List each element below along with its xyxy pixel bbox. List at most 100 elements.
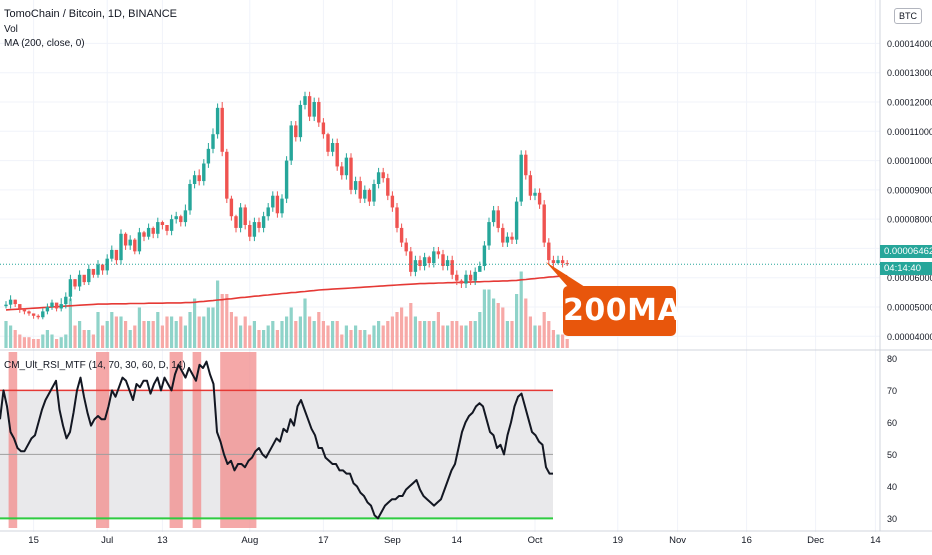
volume-bar <box>151 321 155 348</box>
candle-body <box>174 216 178 220</box>
volume-bar <box>459 325 463 348</box>
volume-bar <box>73 325 77 348</box>
candle-body <box>390 195 395 208</box>
candle-body <box>372 184 376 202</box>
candle-body <box>547 242 551 261</box>
candle-body <box>464 274 468 284</box>
candle-body <box>96 264 100 275</box>
candle-body <box>312 102 316 117</box>
volume-bar <box>400 307 404 348</box>
candle-body <box>294 125 298 138</box>
candle-body <box>59 304 63 309</box>
candle-body <box>459 280 464 284</box>
volume-bar <box>225 294 229 348</box>
volume-bar <box>317 312 321 348</box>
volume-bar <box>248 325 252 348</box>
volume-legend[interactable]: Vol <box>4 24 18 35</box>
volume-bar <box>303 298 307 348</box>
candle-body <box>31 313 36 316</box>
volume-bar <box>478 312 482 348</box>
candle-body <box>551 260 556 264</box>
volume-bar <box>344 325 348 348</box>
volume-bar <box>551 330 555 348</box>
volume-bar <box>358 330 362 348</box>
volume-bar <box>547 321 551 348</box>
volume-bar <box>565 339 569 348</box>
candle-body <box>248 225 252 237</box>
candle-body <box>413 260 418 272</box>
candle-body <box>252 222 257 237</box>
volume-bar <box>367 334 371 348</box>
candle-body <box>215 107 220 135</box>
volume-bar <box>363 330 367 348</box>
candle-body <box>18 304 22 309</box>
candle-body <box>514 201 519 240</box>
candle-body <box>50 302 54 307</box>
candle-body <box>358 181 362 199</box>
volume-bar <box>174 321 178 348</box>
candle-body <box>349 157 353 190</box>
candle-body <box>344 157 349 176</box>
candle-body <box>169 219 174 231</box>
candle-body <box>468 274 473 281</box>
candle-body <box>432 251 436 264</box>
volume-bar <box>193 298 197 348</box>
candle-body <box>64 296 68 305</box>
candle-body <box>73 279 77 287</box>
callout-pointer <box>546 262 585 287</box>
candle-body <box>298 104 303 138</box>
candle-body <box>202 163 206 182</box>
rsi-axis-label: 70 <box>887 386 897 396</box>
volume-bar <box>515 294 519 348</box>
price-axis-label: 0.00004000 <box>887 332 932 342</box>
volume-bar <box>170 316 174 348</box>
volume-bar <box>82 330 86 348</box>
volume-bar <box>64 334 68 348</box>
ma-legend[interactable]: MA (200, close, 0) <box>4 38 85 49</box>
volume-bar <box>487 289 491 348</box>
rsi-legend[interactable]: CM_Ult_RSI_MTF (14, 70, 30, 60, D, 14) <box>4 360 186 371</box>
candle-body <box>114 249 119 261</box>
candle-body <box>496 210 500 228</box>
date-axis-label: 13 <box>157 535 168 546</box>
candle-body <box>381 172 385 179</box>
price-axis-label: 0.00006000 <box>887 273 932 283</box>
candle-body <box>27 311 31 314</box>
volume-bar <box>275 330 279 348</box>
date-axis-label: Jul <box>101 535 113 546</box>
volume-bar <box>349 330 353 348</box>
volume-bar <box>473 321 477 348</box>
volume-bar <box>482 289 486 348</box>
volume-bar <box>239 325 243 348</box>
volume-bar <box>243 316 247 348</box>
candle-body <box>404 242 408 252</box>
candle-body <box>13 299 17 305</box>
rsi-extreme-highlight <box>192 352 202 528</box>
volume-bar <box>147 321 151 348</box>
rsi-extreme-highlight <box>96 352 110 528</box>
volume-bar <box>133 325 137 348</box>
candle-body <box>445 260 450 266</box>
rsi-axis-label: 50 <box>887 450 897 460</box>
candle-body <box>234 216 238 228</box>
candle-body <box>197 175 201 182</box>
volume-bar <box>354 325 358 348</box>
currency-badge[interactable]: BTC <box>894 8 922 24</box>
candle-body <box>82 274 86 283</box>
volume-bar <box>96 312 100 348</box>
date-axis-label: 17 <box>318 535 329 546</box>
volume-bar <box>68 298 72 348</box>
candle-body <box>91 268 96 275</box>
volume-bar <box>423 321 427 348</box>
volume-bar <box>533 325 537 348</box>
volume-bar <box>252 321 256 348</box>
volume-bar <box>308 316 312 348</box>
candle-body <box>36 315 40 318</box>
volume-bar <box>538 325 542 348</box>
candle-body <box>399 227 404 243</box>
volume-bar <box>331 321 335 348</box>
volume-bar <box>50 334 54 348</box>
candle-body <box>211 134 215 149</box>
candle-body <box>284 160 289 199</box>
